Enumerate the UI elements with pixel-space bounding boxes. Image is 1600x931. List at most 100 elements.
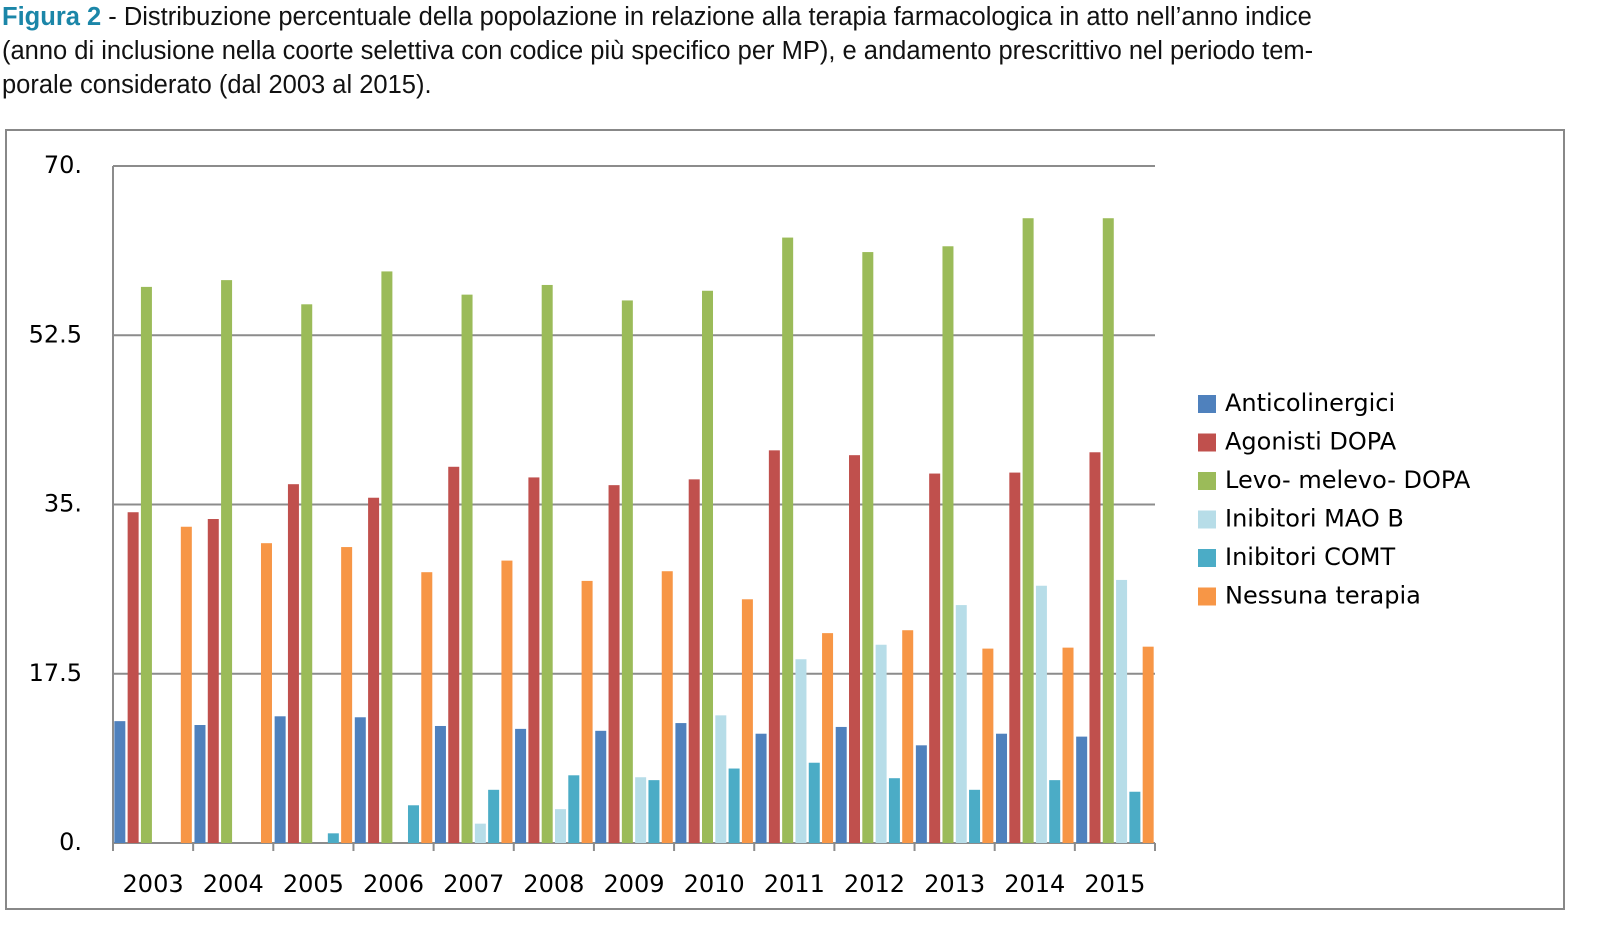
legend-label: Anticolinergici <box>1225 389 1395 417</box>
bar <box>1009 472 1021 843</box>
bar <box>368 497 380 843</box>
x-tick-label: 2013 <box>924 870 985 898</box>
legend-swatch <box>1198 433 1216 452</box>
bar <box>140 286 152 844</box>
bar <box>741 599 753 843</box>
bar <box>488 789 500 843</box>
bar <box>875 644 887 843</box>
bar <box>327 833 339 843</box>
bar <box>888 778 900 843</box>
legend-label: Inibitori MAO B <box>1225 505 1404 533</box>
y-tick-label: 0. <box>59 828 82 856</box>
bar <box>1102 218 1114 843</box>
caption-line: Figura 2 - Distribuzione percentuale del… <box>2 0 1313 34</box>
bar <box>1089 452 1101 843</box>
bar <box>969 789 981 843</box>
bar <box>808 762 820 843</box>
bar <box>849 455 861 843</box>
bar <box>221 280 233 843</box>
bar <box>902 630 914 843</box>
x-tick-label: 2005 <box>283 870 344 898</box>
bar <box>835 726 847 843</box>
bar <box>194 725 206 843</box>
legend-label: Agonisti DOPA <box>1225 428 1397 456</box>
y-tick-label: 52.5 <box>29 320 82 348</box>
bar <box>448 466 460 843</box>
x-tick-label: 2003 <box>123 870 184 898</box>
bar <box>621 300 633 843</box>
x-tick-label: 2014 <box>1004 870 1065 898</box>
bar <box>795 659 807 843</box>
bar <box>1062 647 1074 843</box>
x-tick-label: 2009 <box>603 870 664 898</box>
bar <box>501 560 513 843</box>
bar <box>1035 585 1047 843</box>
bar <box>1076 736 1088 843</box>
chart-frame <box>5 129 1565 910</box>
y-tick-label: 17.5 <box>29 659 82 687</box>
bar <box>635 777 647 843</box>
y-tick-label: 70. <box>44 151 82 179</box>
bar <box>581 580 593 843</box>
bar <box>661 571 673 843</box>
x-tick-label: 2012 <box>844 870 905 898</box>
legend-swatch <box>1198 549 1216 567</box>
bar <box>608 485 620 843</box>
x-tick-label: 2008 <box>523 870 584 898</box>
bar <box>942 246 954 844</box>
bar <box>354 717 366 843</box>
x-tick-label: 2006 <box>363 870 424 898</box>
bar <box>301 304 313 844</box>
legend-label: Nessuna terapia <box>1225 582 1421 610</box>
bar <box>1142 646 1154 843</box>
bar <box>180 526 192 843</box>
bar <box>675 723 687 843</box>
bar <box>648 780 660 843</box>
caption: Figura 2 - Distribuzione percentuale del… <box>2 0 1313 102</box>
bar <box>1049 780 1061 843</box>
bar <box>996 733 1008 843</box>
bar <box>528 477 540 843</box>
bar <box>287 484 299 843</box>
y-tick-label: 35. <box>44 490 82 518</box>
bar <box>915 745 927 843</box>
bar <box>114 721 126 843</box>
bar <box>688 479 700 843</box>
bar <box>755 733 767 843</box>
caption-line: porale considerato (dal 2003 al 2015). <box>2 71 432 99</box>
x-tick-label: 2011 <box>764 870 825 898</box>
bar <box>702 290 714 843</box>
bar <box>474 823 486 843</box>
caption-line: (anno di inclusione nella coorte seletti… <box>2 37 1314 65</box>
bar <box>768 450 780 843</box>
x-tick-label: 2015 <box>1084 870 1145 898</box>
bar <box>822 633 834 843</box>
legend-label: Inibitori COMT <box>1225 543 1395 571</box>
bar <box>1022 218 1034 843</box>
bar <box>260 543 272 843</box>
bar <box>421 572 433 843</box>
legend-label: Levo- melevo- DOPA <box>1225 466 1471 494</box>
bar <box>715 715 727 843</box>
x-tick-label: 2010 <box>684 870 745 898</box>
bar <box>554 809 566 843</box>
legend-swatch <box>1198 587 1216 606</box>
bar <box>929 473 941 843</box>
bar <box>274 716 286 843</box>
caption-text: - Distribuzione percentuale della popola… <box>101 3 1312 31</box>
legend-swatch <box>1198 472 1216 490</box>
bar <box>541 284 553 843</box>
bar <box>207 519 219 843</box>
bar <box>461 294 473 843</box>
bar <box>515 728 527 843</box>
bar <box>862 252 874 844</box>
bar <box>434 725 446 843</box>
bar <box>407 805 419 843</box>
bar <box>982 648 994 843</box>
bar <box>782 237 794 843</box>
bar <box>381 271 393 843</box>
bar <box>1129 791 1141 843</box>
bar <box>127 512 139 843</box>
